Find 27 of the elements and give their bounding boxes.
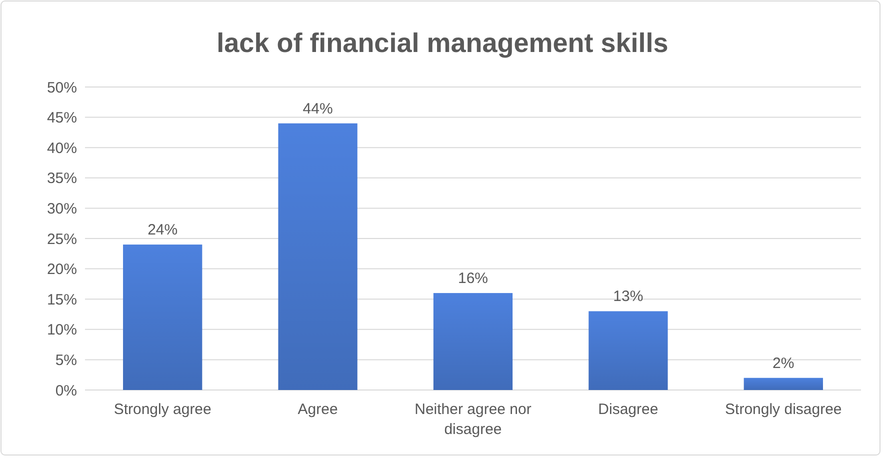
bar: [123, 244, 202, 390]
x-tick-label: Strongly disagree: [725, 401, 842, 418]
y-tick-label: 45%: [46, 110, 77, 127]
y-tick-label: 35%: [46, 170, 77, 188]
y-tick-label: 0%: [55, 382, 77, 400]
bar: [278, 123, 358, 390]
data-label: 44%: [302, 100, 333, 118]
x-tick-label: Agree: [298, 401, 338, 418]
data-label: 24%: [148, 222, 178, 239]
y-tick-label: 30%: [46, 200, 77, 218]
y-tick-label: 15%: [46, 291, 77, 308]
y-tick-label: 40%: [46, 140, 77, 157]
bar: [744, 378, 823, 390]
data-label: 13%: [613, 288, 644, 306]
bar: [433, 293, 513, 390]
y-tick-label: 20%: [46, 261, 77, 278]
x-tick-label: Strongly agree: [114, 401, 212, 418]
y-tick-label: 5%: [55, 352, 77, 369]
y-tick-label: 25%: [46, 230, 77, 248]
chart-title: lack of financial management skills: [216, 28, 668, 58]
data-label: 16%: [458, 270, 488, 288]
data-label: 2%: [772, 354, 794, 372]
y-tick-label: 10%: [46, 322, 77, 339]
x-tick-label: Disagree: [598, 401, 658, 418]
x-tick-label: Neither agree nor disagree: [414, 401, 532, 438]
bar: [588, 311, 668, 390]
y-tick-label: 50%: [46, 79, 77, 96]
